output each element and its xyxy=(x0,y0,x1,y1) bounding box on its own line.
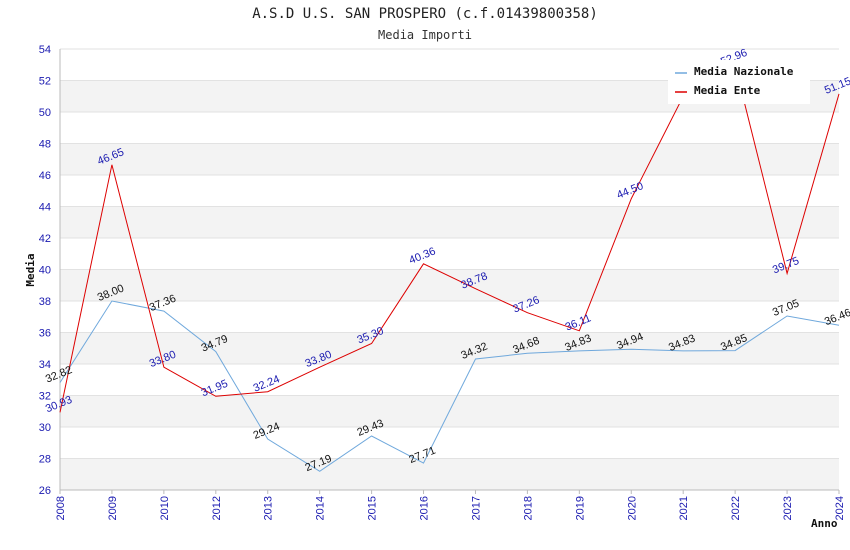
y-tick-label: 40 xyxy=(39,265,51,277)
grid-band xyxy=(60,238,839,270)
y-tick-label: 52 xyxy=(39,76,51,88)
y-tick-label: 48 xyxy=(39,139,51,151)
y-tick-label: 28 xyxy=(39,454,51,466)
y-tick-label: 44 xyxy=(39,202,51,214)
x-tick-label: 2017 xyxy=(470,496,482,520)
grid-band xyxy=(60,143,839,175)
y-tick-label: 42 xyxy=(39,233,51,245)
y-tick-label: 30 xyxy=(39,422,51,434)
y-axis-label: Media xyxy=(24,253,37,286)
y-tick-label: 54 xyxy=(39,44,51,56)
chart-title: A.S.D U.S. SAN PROSPERO (c.f.01439800358… xyxy=(252,6,598,22)
x-tick-label: 2014 xyxy=(315,496,327,520)
legend-label-ente: Media Ente xyxy=(694,84,761,97)
y-tick-label: 36 xyxy=(39,328,51,340)
x-tick-label: 2013 xyxy=(263,496,275,520)
x-tick-label: 2020 xyxy=(626,496,638,520)
y-tick-label: 50 xyxy=(39,107,51,119)
y-tick-label: 26 xyxy=(39,485,51,497)
x-tick-label: 2012 xyxy=(211,496,223,520)
x-tick-labels: 2008 2009 2010 2012 2013 2014 2015 2016 2017 2018… xyxy=(55,490,846,520)
grid-bands xyxy=(60,49,839,490)
grid-band xyxy=(60,332,839,364)
grid-band xyxy=(60,301,839,333)
grid-band xyxy=(60,206,839,238)
x-tick-label: 2023 xyxy=(782,496,794,520)
y-tick-label: 38 xyxy=(39,296,51,308)
x-tick-label: 2015 xyxy=(367,496,379,520)
grid-band xyxy=(60,269,839,301)
grid-band xyxy=(60,364,839,396)
y-tick-label: 34 xyxy=(39,359,51,371)
grid-lines xyxy=(60,48,839,491)
x-tick-label: 2021 xyxy=(678,496,690,520)
y-tick-label: 46 xyxy=(39,170,51,182)
legend-label-nazionale: Media Nazionale xyxy=(694,65,794,78)
x-axis-label: Anno xyxy=(811,517,838,530)
grid-band xyxy=(60,427,839,459)
x-tick-label: 2019 xyxy=(574,496,586,520)
x-tick-label: 2008 xyxy=(55,496,67,520)
x-tick-label: 2009 xyxy=(107,496,119,520)
grid-band xyxy=(60,112,839,144)
x-tick-label: 2022 xyxy=(730,496,742,520)
x-tick-label: 2010 xyxy=(159,496,171,520)
legend: Media Nazionale Media Ente xyxy=(668,60,810,104)
x-tick-label: 2016 xyxy=(419,496,431,520)
series-line-nazionale xyxy=(59,300,840,472)
x-tick-label: 2018 xyxy=(522,496,534,520)
chart-subtitle: Media Importi xyxy=(378,28,472,42)
y-tick-label: 32 xyxy=(39,391,51,403)
x-tick-label: 2024 xyxy=(834,496,846,520)
grid-band xyxy=(60,175,839,207)
legend-background xyxy=(668,60,810,104)
y-tick-labels: 26 28 30 32 34 36 38 40 42 44 46 48 50 52 54 xyxy=(39,44,51,497)
grid-band xyxy=(60,458,839,490)
